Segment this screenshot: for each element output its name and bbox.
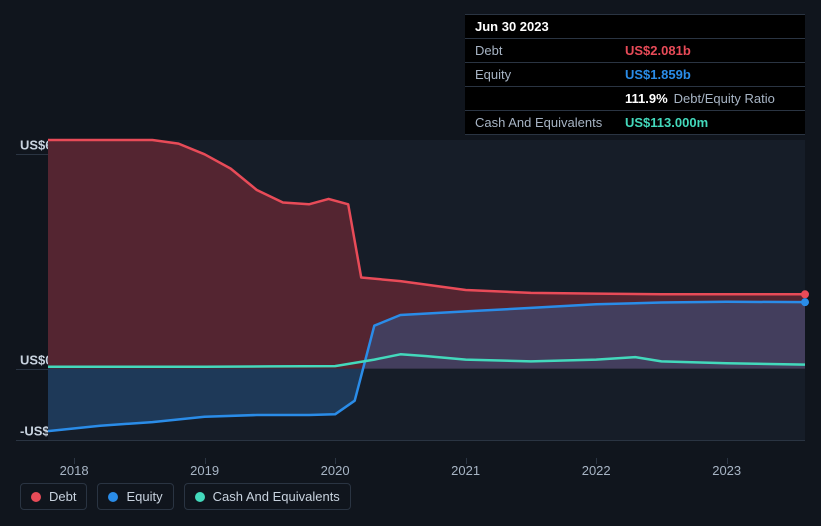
x-axis-label: 2019 — [190, 463, 219, 478]
tooltip-row: DebtUS$2.081b — [465, 39, 805, 63]
legend-item-debt[interactable]: Debt — [20, 483, 87, 510]
x-axis-label: 2022 — [582, 463, 611, 478]
tooltip-row-label — [475, 91, 625, 106]
tooltip-row-extra: Debt/Equity Ratio — [674, 91, 775, 106]
tooltip-row-label: Cash And Equivalents — [475, 115, 625, 130]
legend-label: Debt — [49, 489, 76, 504]
tooltip-row-label: Equity — [475, 67, 625, 82]
x-axis-label: 2021 — [451, 463, 480, 478]
chart-tooltip: Jun 30 2023 DebtUS$2.081bEquityUS$1.859b… — [465, 14, 805, 135]
tooltip-row-value: US$113.000m — [625, 115, 795, 130]
x-axis-label: 2023 — [712, 463, 741, 478]
tooltip-date: Jun 30 2023 — [475, 19, 549, 34]
legend-label: Cash And Equivalents — [213, 489, 340, 504]
tooltip-row: EquityUS$1.859b — [465, 63, 805, 87]
tooltip-row-value: US$2.081b — [625, 43, 795, 58]
legend-dot-icon — [195, 492, 205, 502]
chart-legend: Debt Equity Cash And Equivalents — [20, 483, 351, 510]
x-axis-label: 2018 — [60, 463, 89, 478]
tooltip-row-value: US$1.859b — [625, 67, 795, 82]
equity-end-marker — [801, 298, 809, 306]
legend-label: Equity — [126, 489, 162, 504]
legend-dot-icon — [31, 492, 41, 502]
tooltip-row: Cash And EquivalentsUS$113.000m — [465, 111, 805, 135]
legend-item-equity[interactable]: Equity — [97, 483, 173, 510]
tooltip-row-label: Debt — [475, 43, 625, 58]
debt-end-marker — [801, 290, 809, 298]
tooltip-row: 111.9%Debt/Equity Ratio — [465, 87, 805, 111]
tooltip-row-value: 111.9%Debt/Equity Ratio — [625, 91, 795, 106]
x-axis-label: 2020 — [321, 463, 350, 478]
legend-item-cash[interactable]: Cash And Equivalents — [184, 483, 351, 510]
legend-dot-icon — [108, 492, 118, 502]
